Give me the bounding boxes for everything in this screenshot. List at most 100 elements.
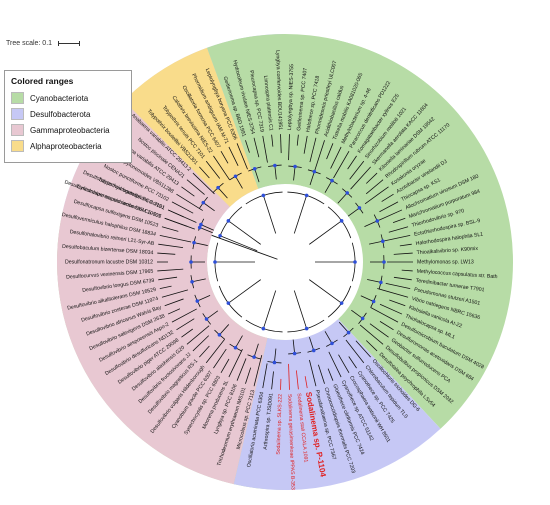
tip-branch	[366, 340, 378, 352]
bootstrap-dot	[216, 185, 220, 190]
internal-branch	[293, 166, 296, 181]
internal-branch	[228, 279, 261, 304]
tip-branch	[161, 226, 179, 232]
tip-branch	[164, 217, 188, 227]
bootstrap-dot	[381, 239, 385, 244]
tip-branch	[171, 201, 194, 214]
tip-branch	[309, 359, 317, 387]
tip-branch	[176, 193, 203, 211]
internal-branch	[199, 227, 213, 234]
internal-branch	[253, 343, 259, 358]
bootstrap-markers	[189, 163, 386, 365]
bootstrap-dot	[293, 164, 297, 169]
tip-branch	[199, 166, 210, 179]
clade-range-desulfobacterota	[233, 319, 441, 490]
tip-branch	[213, 348, 227, 369]
internal-branch	[369, 240, 383, 245]
legend-swatch	[11, 108, 24, 120]
tip-branch	[303, 135, 308, 154]
bootstrap-dot	[346, 330, 351, 335]
tip-branch	[296, 134, 299, 146]
leaf-label: Desulfonatronum lacustre DSM 10312	[65, 259, 153, 265]
tip-branch	[327, 368, 334, 381]
bootstrap-dot	[261, 326, 266, 331]
bootstrap-dot	[382, 260, 386, 264]
tip-branch	[192, 335, 210, 352]
internal-branch	[191, 278, 206, 283]
tip-branch	[365, 179, 384, 195]
clade-range-alphaproteobacteria	[123, 47, 259, 207]
tip-branch	[347, 155, 357, 170]
internal-branch	[262, 290, 277, 329]
tip-branch	[271, 371, 274, 390]
legend-label: Gammaproteobacteria	[30, 125, 110, 135]
bootstrap-dot	[192, 240, 196, 245]
internal-branch	[274, 165, 277, 180]
tip-branch	[181, 328, 194, 338]
tip-branch	[280, 134, 282, 154]
clade-range-gammaproteobacteria	[56, 100, 268, 485]
tip-branch	[333, 150, 350, 179]
tip-branch	[385, 283, 411, 290]
tip-branch	[350, 166, 371, 190]
bootstrap-dot	[339, 301, 344, 305]
bootstrap-dot	[304, 326, 309, 331]
internal-branch	[262, 195, 277, 234]
internal-branch	[347, 207, 360, 217]
tip-branch	[330, 146, 342, 169]
internal-branch	[219, 235, 258, 252]
tip-branch	[157, 252, 176, 255]
bootstrap-dot	[190, 279, 194, 284]
legend-label: Cyanobacteriota	[30, 93, 89, 103]
internal-branch	[254, 168, 260, 183]
internal-branch	[203, 202, 215, 212]
tip-branch	[158, 243, 184, 249]
tip-branch	[349, 160, 365, 180]
tip-branch	[326, 143, 334, 160]
leaf-label: Lyngbya confervoides BDU141951	[274, 50, 283, 130]
bootstrap-dot	[375, 219, 380, 223]
tip-branch	[288, 363, 290, 390]
bootstrap-dot	[195, 299, 200, 303]
internal-branch	[235, 176, 243, 189]
internal-branch	[338, 321, 349, 333]
legend-swatch	[11, 92, 24, 104]
bootstrap-dot	[330, 178, 334, 183]
tip-branch	[377, 288, 409, 298]
bootstrap-dot	[292, 351, 297, 356]
root-branch	[211, 234, 278, 260]
internal-branch	[228, 220, 261, 245]
tip-branch	[317, 364, 325, 384]
leaf-label: Arthrospira sp. TJSD091	[263, 393, 275, 450]
bootstrap-dot	[371, 299, 376, 304]
internal-branch	[309, 337, 315, 351]
tip-branch	[366, 172, 378, 184]
bootstrap-dot	[345, 191, 350, 195]
bootstrap-dot	[357, 206, 362, 210]
internal-branch	[292, 339, 296, 354]
bootstrap-dot	[360, 316, 365, 321]
tip-branch	[205, 338, 225, 364]
tip-branch	[220, 150, 229, 164]
bootstrap-dot	[330, 341, 334, 346]
bootstrap-dot	[312, 169, 317, 174]
tip-branch	[262, 135, 268, 163]
bootstrap-dot	[379, 280, 383, 285]
tip-branch	[355, 340, 371, 358]
tip-branch	[245, 367, 252, 384]
tree-scale-bar	[58, 41, 81, 46]
tip-branch	[159, 234, 192, 243]
bootstrap-dot	[261, 193, 266, 198]
tip-branch	[348, 356, 357, 369]
internal-branch	[309, 220, 342, 245]
bootstrap-dot	[252, 355, 256, 359]
bootstrap-dot	[233, 174, 238, 179]
tip-branch	[171, 308, 197, 323]
tip-branch	[388, 226, 409, 233]
tip-branch	[389, 299, 406, 307]
leaf-label: Methylomonas sp. LW13	[417, 259, 474, 265]
tip-branch	[392, 217, 406, 224]
tip-branch	[186, 179, 205, 195]
tip-branch	[253, 137, 260, 158]
internal-branch	[293, 195, 308, 234]
